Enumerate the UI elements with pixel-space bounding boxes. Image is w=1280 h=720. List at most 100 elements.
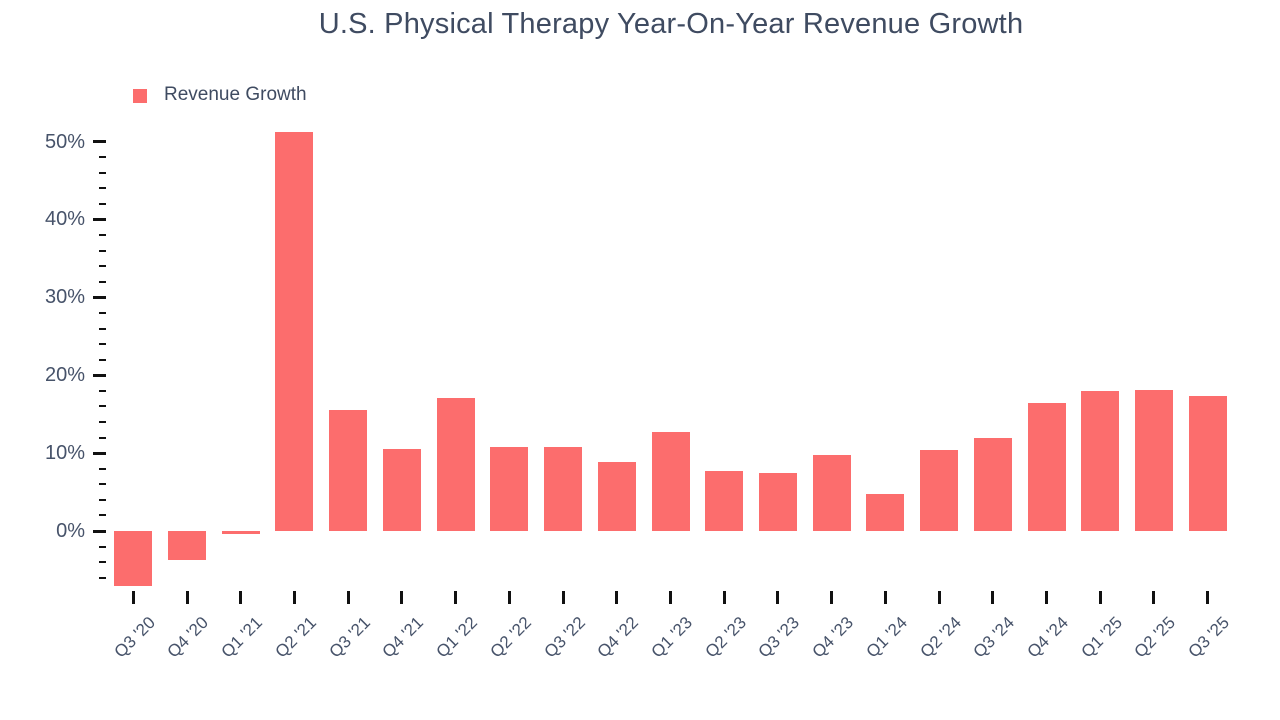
bar[interactable] (1027, 402, 1066, 532)
x-axis-tick-label: Q4 '21 (378, 613, 428, 662)
x-axis-tick-label: Q2 '21 (271, 613, 320, 662)
y-axis-tick-label: 10% (44, 442, 85, 465)
y-axis-minor-tick (99, 389, 106, 392)
x-axis-tick-label: Q3 '25 (1184, 613, 1234, 662)
y-axis-minor-tick (99, 327, 106, 330)
bar[interactable] (866, 493, 905, 531)
x-axis-tick (722, 591, 726, 604)
bar[interactable] (920, 450, 959, 532)
y-axis-minor-tick (99, 343, 106, 346)
bar[interactable] (275, 132, 314, 531)
y-axis-minor-tick (99, 156, 106, 159)
x-axis-tick (239, 591, 243, 604)
y-axis-minor-tick (99, 498, 106, 501)
x-axis-tick-label: Q1 '23 (647, 613, 696, 662)
chart-title: U.S. Physical Therapy Year-On-Year Reven… (318, 8, 1024, 40)
y-axis-major-tick (93, 217, 106, 221)
x-axis-tick (615, 591, 619, 604)
y-axis-minor-tick (99, 234, 106, 237)
x-axis-tick-label: Q4 '24 (1023, 613, 1072, 662)
x-axis-tick (292, 591, 296, 604)
x-axis-tick (346, 591, 350, 604)
y-axis-minor-tick (99, 405, 106, 408)
bar[interactable] (973, 437, 1012, 531)
x-axis-tick (507, 591, 511, 604)
bar[interactable] (490, 446, 529, 531)
y-axis-minor-tick (99, 467, 106, 470)
bar[interactable] (705, 471, 744, 532)
bar[interactable] (1081, 390, 1120, 531)
y-axis-major-tick (93, 373, 106, 377)
legend-label: Revenue Growth (164, 84, 307, 105)
y-axis-tick-label: 20% (44, 364, 85, 387)
x-axis-tick (937, 591, 941, 604)
x-axis-tick-label: Q2 '25 (1130, 613, 1180, 662)
bar[interactable] (758, 472, 797, 531)
y-axis-minor-tick (99, 514, 106, 517)
legend-swatch-icon (133, 88, 147, 103)
x-axis-tick (185, 591, 189, 604)
x-axis-tick-label: Q4 '23 (808, 613, 858, 662)
y-axis-minor-tick (99, 280, 106, 283)
x-axis-tick-label: Q1 '25 (1077, 613, 1126, 662)
bar[interactable] (382, 449, 421, 532)
bar[interactable] (436, 397, 475, 532)
y-axis-major-tick (93, 140, 106, 144)
bar[interactable] (114, 531, 153, 586)
legend[interactable]: Revenue Growth (133, 84, 307, 106)
y-axis-tick-label: 30% (44, 286, 85, 309)
x-axis-tick-label: Q1 '22 (432, 613, 482, 662)
x-axis-tick-label: Q3 '23 (754, 613, 804, 662)
y-axis-major-tick (93, 295, 106, 299)
y-axis-tick-label: 40% (44, 208, 85, 231)
x-axis-tick-label: Q1 '24 (862, 613, 911, 662)
bar[interactable] (221, 531, 260, 535)
x-axis-tick (1152, 591, 1156, 604)
y-axis-minor-tick (99, 311, 106, 314)
y-axis-minor-tick (99, 420, 106, 423)
y-axis-minor-tick (99, 561, 106, 564)
y-axis-major-tick (93, 529, 106, 533)
x-axis-tick-label: Q1 '21 (217, 613, 267, 662)
x-axis-tick (1206, 591, 1210, 604)
x-axis-tick (1098, 591, 1102, 604)
x-axis-tick (830, 591, 834, 604)
bar[interactable] (812, 455, 851, 532)
y-axis-tick-label: 50% (44, 130, 85, 153)
x-axis-tick (776, 591, 780, 604)
bar[interactable] (597, 462, 636, 531)
x-axis-tick (991, 591, 995, 604)
x-axis-tick-label: Q2 '22 (486, 613, 535, 662)
x-axis-tick-label: Q4 '22 (593, 613, 643, 662)
y-axis-minor-tick (99, 436, 106, 439)
y-axis-minor-tick (99, 576, 106, 579)
x-axis-tick (561, 591, 565, 604)
y-axis-minor-tick (99, 545, 106, 548)
x-axis-tick (131, 591, 135, 604)
y-axis-minor-tick (99, 358, 106, 361)
x-axis-tick (883, 591, 887, 604)
x-axis-tick-label: Q3 '21 (325, 613, 374, 662)
y-axis-tick-label: 0% (56, 520, 85, 543)
x-axis-tick-label: Q4 '20 (163, 613, 213, 662)
x-axis-tick (1045, 591, 1049, 604)
x-axis-tick-label: Q3 '22 (540, 613, 589, 662)
bar[interactable] (651, 432, 690, 531)
x-axis-tick-label: Q3 '24 (969, 613, 1019, 662)
x-axis-tick (400, 591, 404, 604)
y-axis-minor-tick (99, 187, 106, 190)
y-axis-major-tick (93, 451, 106, 455)
bar[interactable] (168, 531, 207, 560)
bar[interactable] (1134, 390, 1173, 531)
bar[interactable] (329, 409, 368, 532)
bar[interactable] (544, 446, 583, 531)
y-axis-minor-tick (99, 483, 106, 486)
x-axis-tick-label: Q2 '24 (916, 613, 965, 662)
x-axis-tick-label: Q3 '20 (110, 613, 159, 662)
y-axis-minor-tick (99, 249, 106, 252)
x-axis-tick (669, 591, 672, 604)
y-axis-minor-tick (99, 202, 106, 205)
y-axis-minor-tick (99, 265, 106, 268)
bar[interactable] (1188, 396, 1227, 531)
